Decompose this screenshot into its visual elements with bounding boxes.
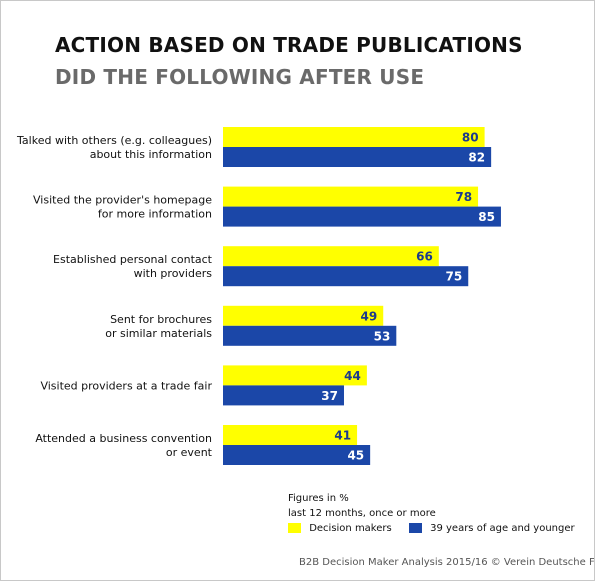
chart-subtitle: DID THE FOLLOWING AFTER USE bbox=[55, 65, 425, 89]
bar-decision-makers bbox=[223, 246, 439, 267]
bar-decision-makers bbox=[223, 425, 358, 445]
bar-decision-makers bbox=[223, 186, 479, 207]
category-label: Visited providers at a trade fair bbox=[40, 379, 212, 392]
data-label: 75 bbox=[446, 270, 463, 284]
data-label: 45 bbox=[347, 449, 364, 463]
data-label: 85 bbox=[478, 210, 495, 224]
legend-swatch-decision-makers bbox=[288, 523, 301, 533]
data-label: 82 bbox=[468, 151, 485, 165]
category-label-line: about this information bbox=[90, 148, 212, 161]
period-note: last 12 months, once or more bbox=[288, 508, 436, 519]
data-label: 78 bbox=[455, 190, 472, 204]
category-label: Talked with others (e.g. colleagues) abou… bbox=[16, 134, 212, 161]
data-label: 53 bbox=[374, 329, 391, 343]
data-label: 66 bbox=[416, 250, 433, 264]
bar-under-40 bbox=[223, 266, 469, 287]
bar-under-40 bbox=[223, 147, 492, 167]
chart-title: ACTION BASED ON TRADE PUBLICATIONS bbox=[55, 33, 523, 57]
figures-note: Figures in % bbox=[288, 493, 349, 504]
category-label-line: Sent for brochures bbox=[110, 313, 212, 326]
category-label: Attended a business convention or event bbox=[35, 432, 212, 459]
category-label-line: Talked with others (e.g. colleagues) bbox=[16, 134, 212, 147]
bar-decision-makers bbox=[223, 127, 485, 147]
category-label-line: Visited providers at a trade fair bbox=[40, 379, 212, 392]
category-label: Visited the provider's homepage for more … bbox=[33, 194, 212, 221]
category-label: Sent for brochures or similar materials bbox=[105, 313, 212, 340]
legend: Figures in % last 12 months, once or mor… bbox=[288, 491, 589, 535]
bar-under-40 bbox=[223, 206, 501, 227]
category-label-line: Visited the provider's homepage bbox=[33, 194, 212, 207]
bar-under-40 bbox=[223, 325, 397, 346]
legend-swatch-under-40 bbox=[408, 523, 422, 533]
bar-decision-makers bbox=[223, 305, 384, 326]
data-label: 37 bbox=[321, 389, 338, 403]
category-label-line: or similar materials bbox=[105, 327, 212, 340]
bar-under-40 bbox=[223, 445, 371, 465]
category-label-line: Attended a business convention bbox=[35, 432, 212, 445]
bar-under-40 bbox=[223, 385, 344, 406]
legend-label-under-40: 39 years of age and younger bbox=[430, 523, 575, 534]
data-label: 49 bbox=[361, 309, 378, 323]
data-label: 44 bbox=[344, 369, 361, 383]
data-label: 80 bbox=[462, 131, 479, 145]
bar-decision-makers bbox=[223, 365, 367, 386]
category-label-line: with providers bbox=[134, 267, 213, 280]
legend-label-decision-makers: Decision makers bbox=[309, 523, 392, 534]
legend-item-decision-makers: Decision makers bbox=[288, 523, 392, 534]
legend-item-under-40: 39 years of age and younger bbox=[408, 523, 575, 534]
category-label-line: Established personal contact bbox=[53, 253, 213, 266]
data-label: 41 bbox=[334, 429, 351, 443]
category-label-line: or event bbox=[166, 446, 213, 459]
source-note: B2B Decision Maker Analysis 2015/16 © Ve… bbox=[299, 557, 594, 568]
category-label: Established personal contact with provide… bbox=[53, 253, 213, 280]
category-label-line: for more information bbox=[98, 208, 212, 221]
